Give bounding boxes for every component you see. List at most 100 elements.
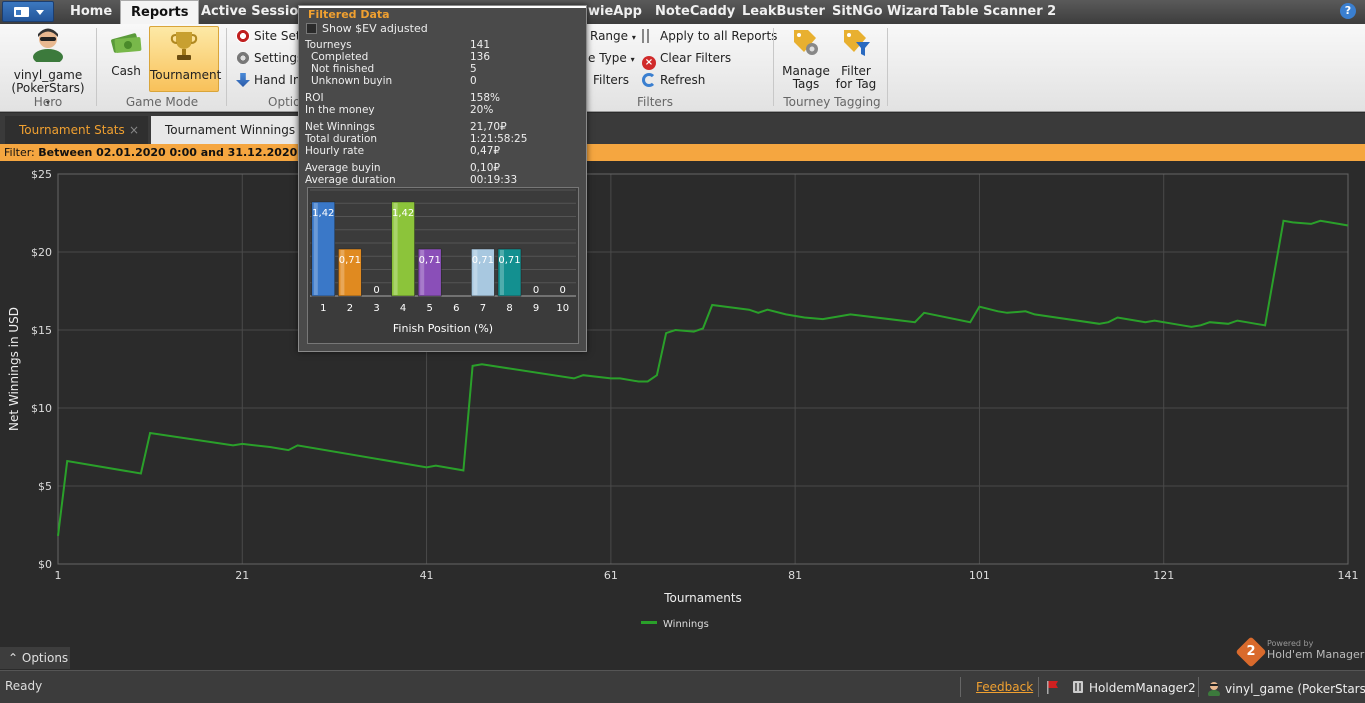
application-menu-button[interactable] <box>2 1 54 22</box>
manage-tags-label-2: Tags <box>792 77 820 91</box>
menu-wieapp[interactable]: wieApp <box>588 4 642 19</box>
group-label-tourney-tagging: Tourney Tagging <box>783 95 881 109</box>
y-axis-label: Net Winnings in USD <box>7 307 21 431</box>
clear-filters-button[interactable]: × Clear Filters <box>642 49 731 70</box>
player-item[interactable]: vinyl_game (PokerStars) <box>1207 680 1365 698</box>
database-item[interactable]: HoldemManager2 <box>1071 680 1196 695</box>
hero-button[interactable]: vinyl_game (PokerStars) ▾ <box>8 26 88 109</box>
help-icon[interactable]: ? <box>1340 3 1356 19</box>
stat-label: ROI <box>305 92 324 104</box>
range-dropdown[interactable]: Range ▾ <box>590 27 636 45</box>
chart-legend: Winnings <box>641 619 709 630</box>
tournament-button[interactable]: Tournament <box>149 26 222 92</box>
database-label: HoldemManager2 <box>1089 681 1196 695</box>
clear-x-icon: × <box>642 56 656 70</box>
close-icon[interactable]: × <box>128 123 139 137</box>
x-tick-label: 81 <box>788 569 802 582</box>
hand-import-label: Hand Im <box>254 73 305 87</box>
chevron-down-icon: ▾ <box>631 33 636 42</box>
legend-label: Winnings <box>663 619 709 630</box>
cash-button[interactable]: Cash <box>104 28 148 78</box>
finish-bar <box>311 201 336 297</box>
winnings-chart: $0$5$10$15$20$251 21 41 61 81 101 121 141Tourna… <box>7 168 1359 605</box>
menu-leakbuster[interactable]: LeakBuster <box>742 4 825 19</box>
feedback-link[interactable]: Feedback <box>976 680 1034 694</box>
stat-value: 0,10₽ <box>470 162 501 174</box>
range-label: Range <box>590 29 629 43</box>
show-sev-label: Show $EV adjusted <box>322 22 428 35</box>
tab-bar: Tournament Stats × Tournament Winnings G… <box>0 113 1365 144</box>
bar-highlight <box>313 202 318 295</box>
filters-button[interactable]: Filters <box>593 73 629 87</box>
separator <box>773 28 774 106</box>
tournament-label: Tournament <box>150 68 222 82</box>
x-tick-label: 5 <box>427 303 433 314</box>
game-type-dropdown[interactable]: e Type ▾ <box>588 49 635 67</box>
manage-tags-button[interactable]: Manage Tags <box>780 28 832 91</box>
bar-highlight <box>420 249 425 295</box>
x-tick-label: 101 <box>969 569 990 582</box>
options-toggle[interactable]: ⌃ Options <box>0 647 70 669</box>
settings-label: Settings <box>254 51 304 65</box>
hand-import-button[interactable]: Hand Im <box>236 71 305 89</box>
filtered-data-popup: Filtered Data Show $EV adjusted Tourneys… <box>298 5 587 352</box>
menu-reports[interactable]: Reports <box>120 0 200 24</box>
winnings-series-line <box>57 219 1349 537</box>
popup-title: Filtered Data <box>308 8 390 21</box>
stat-value: 136 <box>470 51 491 63</box>
x-tick-label: 7 <box>480 303 486 314</box>
y-tick-label: $5 <box>38 480 52 493</box>
game-type-label: e Type <box>588 51 627 65</box>
gear-icon <box>236 51 250 65</box>
filter-for-tag-label: Filter <box>841 64 871 78</box>
filter-for-tag-label-2: for Tag <box>835 77 877 91</box>
bar-value-label: 0 <box>373 285 379 296</box>
separator <box>96 28 97 106</box>
x-tick-label: 21 <box>235 569 249 582</box>
x-tick-label: 41 <box>420 569 434 582</box>
legend-swatch <box>641 621 657 624</box>
filter-prefix: Filter: <box>4 146 39 159</box>
finish-bar <box>391 201 415 297</box>
x-tick-label: 1 <box>320 303 326 314</box>
checkbox-icon[interactable] <box>306 23 317 34</box>
filter-for-tag-button[interactable]: Filter for Tag <box>832 28 880 91</box>
hero-name: vinyl_game <box>13 68 83 82</box>
x-tick-label: 10 <box>556 303 569 314</box>
menu-home[interactable]: Home <box>70 4 113 19</box>
show-sev-checkbox[interactable]: Show $EV adjusted <box>306 22 428 35</box>
menu-table-scanner[interactable]: Table Scanner 2 <box>940 4 1057 19</box>
chevron-down-icon <box>36 10 44 15</box>
hm2-logo-icon: 2 <box>1235 636 1267 668</box>
cash-icon <box>111 33 142 53</box>
chevron-down-icon: ▾ <box>45 98 50 107</box>
x-tick-label: 61 <box>604 569 618 582</box>
separator <box>1198 677 1199 697</box>
bar-value-label: 1,42 <box>392 208 414 219</box>
bar-highlight <box>340 249 345 295</box>
menu-sitngo-wizard[interactable]: SitNGo Wizard <box>832 4 938 19</box>
settings-button[interactable]: Settings <box>236 49 303 67</box>
flag-icon[interactable] <box>1046 680 1060 697</box>
import-arrow-icon <box>236 73 250 87</box>
apply-all-reports-button[interactable]: Apply to all Reports <box>642 27 777 45</box>
site-setup-button[interactable]: Site Setu <box>236 27 308 45</box>
cash-label: Cash <box>111 64 141 78</box>
menu-bar: Home Reports Active Session wieApp NoteC… <box>0 0 1365 24</box>
tab-tournament-stats[interactable]: Tournament Stats × <box>5 116 148 144</box>
tab-tournament-winnings-graph[interactable]: Tournament Winnings Graph <box>151 116 311 144</box>
refresh-label: Refresh <box>660 73 706 87</box>
menu-notecaddy[interactable]: NoteCaddy <box>655 4 736 19</box>
menu-active-session[interactable]: Active Session <box>201 4 308 19</box>
group-label-options: Optio <box>268 95 301 109</box>
status-text: Ready <box>5 679 43 693</box>
bar-highlight <box>473 249 478 295</box>
refresh-button[interactable]: Refresh <box>642 71 705 89</box>
x-tick-label: 2 <box>347 303 353 314</box>
x-tick-label: 4 <box>400 303 406 314</box>
stat-value: 21,70₽ <box>470 121 507 133</box>
stat-label: Unknown buyin <box>311 75 393 87</box>
bar-highlight <box>393 202 398 295</box>
window-icon <box>14 7 29 17</box>
stat-label: Net Winnings <box>305 121 375 133</box>
